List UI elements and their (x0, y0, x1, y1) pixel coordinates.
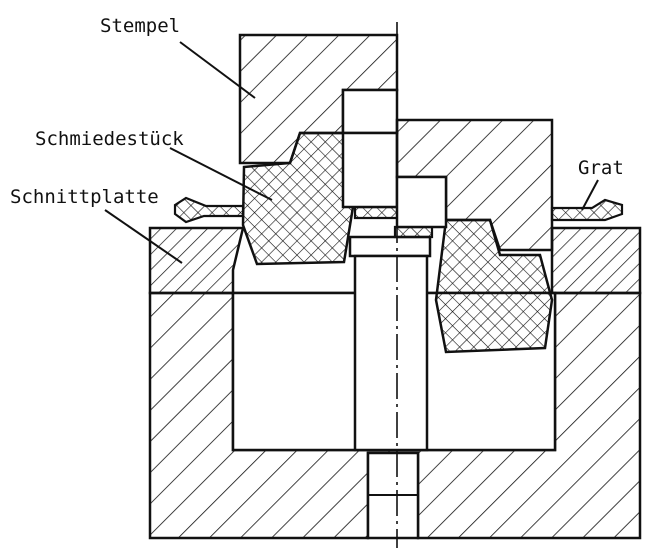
flash-left (173, 196, 245, 224)
label-schnittplatte: Schnittplatte (10, 186, 159, 208)
label-grat: Grat (578, 157, 624, 179)
punch-insert-right (395, 175, 448, 229)
punch-insert-lower (341, 131, 399, 209)
flash-right (550, 198, 624, 222)
ejector-shaft (353, 254, 429, 452)
leader-schnittplatte (104, 209, 183, 264)
flash-inner (393, 225, 434, 239)
punch-insert-left (341, 88, 399, 135)
ejector-head (348, 235, 432, 258)
leader-grat (581, 179, 599, 211)
trim-plate-left (148, 226, 245, 295)
leader-schmiedestueck (169, 147, 273, 201)
leader-stempel (179, 41, 256, 99)
label-stempel: Stempel (100, 15, 180, 37)
label-schmiedestueck: Schmiedestück (35, 128, 184, 150)
trim-plate-right (550, 226, 642, 295)
